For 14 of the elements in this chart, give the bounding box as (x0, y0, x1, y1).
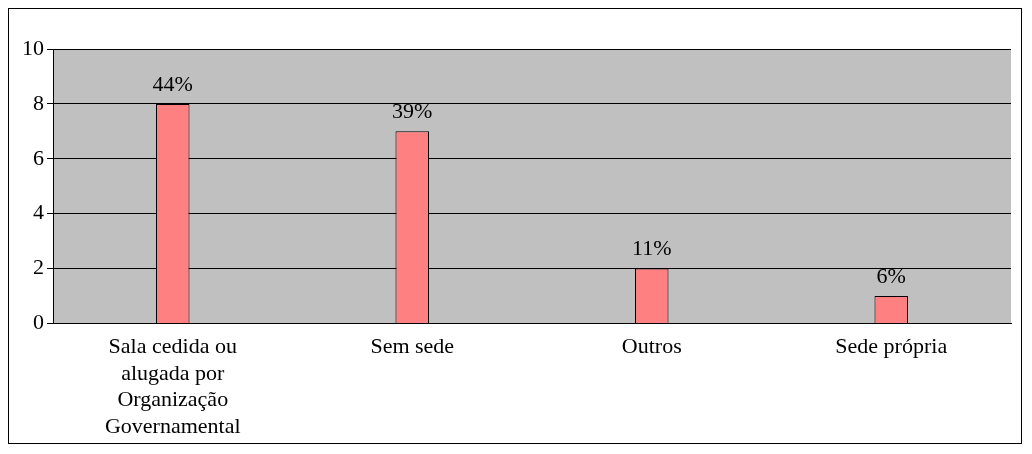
x-tick-label: Sem sede (370, 333, 455, 359)
annotation: 11% (631, 235, 672, 261)
annotation: 39% (392, 98, 433, 124)
x-tick-label: Sala cedida ou alugada por Organização Governamental (104, 333, 241, 438)
y-tick-label: 6 (33, 144, 44, 170)
y-tick-label: 10 (22, 34, 44, 60)
y-tick-label: 0 (33, 309, 44, 335)
x-tick-label: Outros (621, 333, 682, 359)
x-tick-label: Sede própria (835, 333, 948, 359)
annotation: 44% (152, 70, 193, 96)
y-tick-label: 2 (33, 254, 44, 280)
annotation: 6% (876, 262, 906, 288)
y-tick-label: 8 (33, 89, 44, 115)
y-tick-label: 4 (33, 199, 44, 225)
